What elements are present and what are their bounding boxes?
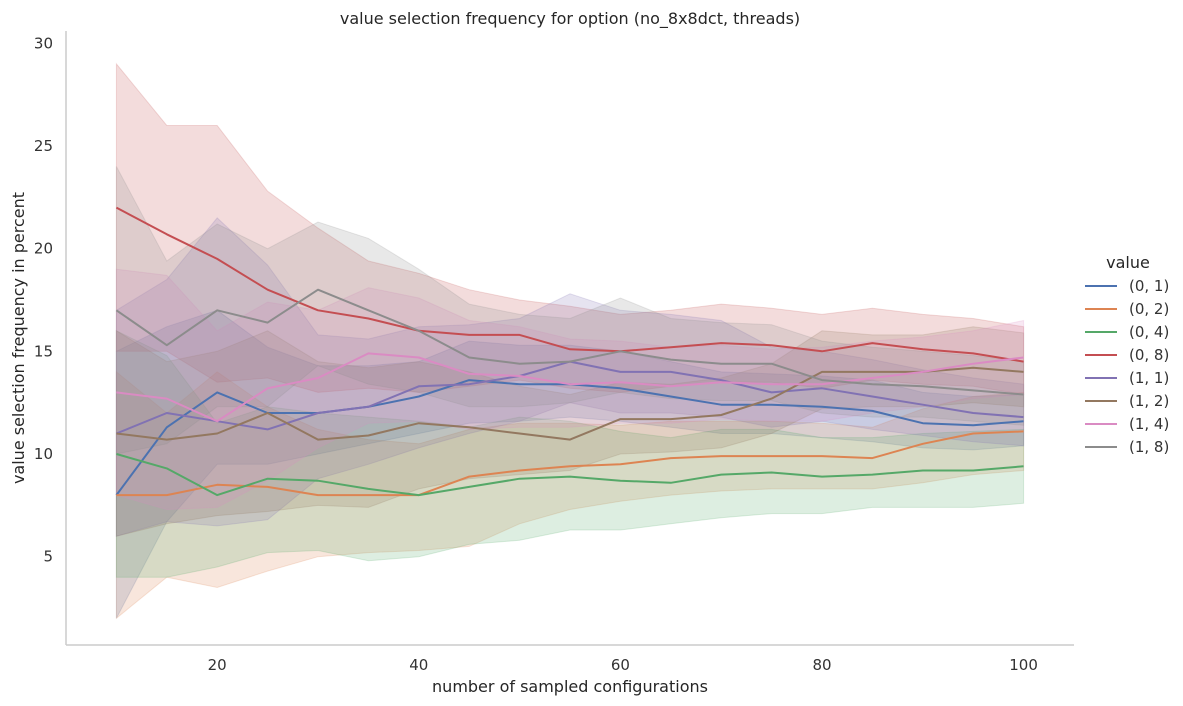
legend-entry-4: (0, 8)	[1129, 346, 1169, 364]
x-tick-label: 20	[208, 656, 227, 674]
legend-entry-5: (1, 1)	[1129, 369, 1169, 387]
series-line-4	[115, 206, 1024, 363]
series-line-7	[116, 352, 1024, 423]
legend-entry-6: (1, 2)	[1129, 392, 1169, 410]
x-tick-label: 40	[409, 656, 428, 674]
legend: value (0, 1) (0, 2) (0, 4) (0, 8) (1, 1) (1, …	[1085, 253, 1169, 456]
y-tick-label: 15	[34, 342, 53, 360]
y-tick-label: 10	[34, 445, 53, 463]
legend-entry-2: (0, 2)	[1129, 300, 1169, 318]
x-tick-label: 60	[611, 656, 630, 674]
x-axis-ticks: 20 40 60 80 100	[208, 656, 1038, 674]
legend-entry-3: (0, 4)	[1129, 323, 1169, 341]
legend-entry-1: (0, 1)	[1129, 277, 1169, 295]
series-line-2	[116, 430, 1024, 497]
y-tick-label: 25	[34, 137, 53, 155]
series-line-3	[116, 453, 1024, 497]
y-axis-label: value selection frequency in percent	[9, 192, 28, 484]
confidence-band-2	[115, 370, 1025, 620]
x-tick-label: 100	[1009, 656, 1038, 674]
legend-entry-8: (1, 8)	[1129, 438, 1169, 456]
confidence-band-1	[115, 309, 1025, 619]
y-tick-label: 30	[34, 34, 53, 52]
y-tick-label: 5	[43, 548, 53, 566]
confidence-band-5	[115, 217, 1025, 537]
y-tick-label: 20	[34, 240, 53, 258]
confidence-band-8	[115, 166, 1025, 455]
legend-title: value	[1106, 253, 1150, 272]
legend-entry-7: (1, 4)	[1129, 415, 1169, 433]
confidence-band-3	[115, 329, 1025, 578]
y-axis-ticks: 5 10 15 20 25 30	[34, 34, 53, 565]
x-axis-label: number of sampled configurations	[432, 677, 708, 696]
series-lines	[115, 206, 1024, 497]
confidence-bands	[115, 62, 1025, 620]
x-tick-label: 80	[812, 656, 831, 674]
chart-title: value selection frequency for option (no…	[340, 9, 800, 29]
series-line-8	[115, 288, 1024, 396]
series-line-6	[116, 366, 1024, 441]
